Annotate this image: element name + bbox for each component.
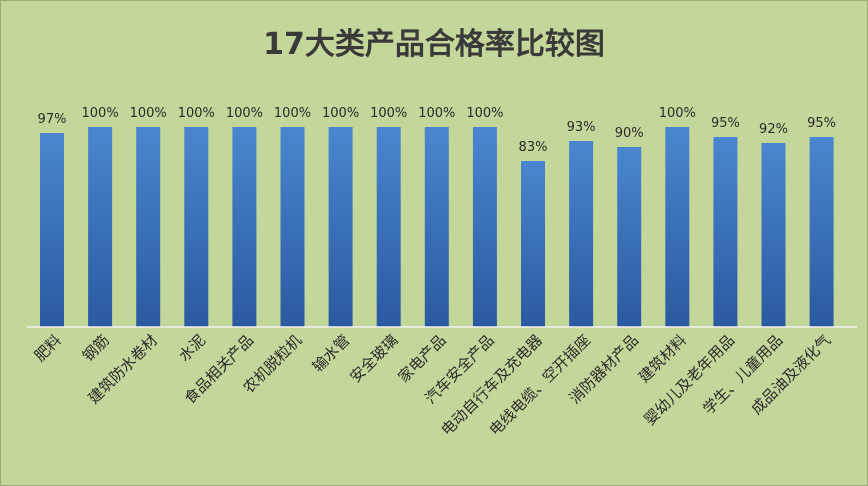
category-label-7: 安全玻璃 — [346, 331, 401, 386]
category-label-3: 水泥 — [175, 331, 209, 365]
category-label-6: 输水管 — [309, 331, 354, 376]
chart-title: 17大类产品合格率比较图 — [263, 27, 605, 62]
data-label-1: 100% — [82, 106, 119, 121]
data-label-10: 83% — [519, 140, 548, 155]
data-label-13: 100% — [659, 106, 696, 121]
data-label-9: 100% — [466, 106, 503, 121]
data-labels-group: 97% 100% 100% 100% 100% 100% 100% 100% 100% 100% 8… — [38, 106, 837, 155]
bar-7 — [376, 127, 401, 327]
bar-8 — [424, 127, 449, 327]
bar-6 — [328, 127, 353, 327]
data-label-11: 93% — [567, 120, 596, 135]
bar-5 — [280, 127, 305, 327]
data-label-0: 97% — [38, 112, 67, 127]
bar-4 — [232, 127, 257, 327]
bar-10 — [521, 161, 545, 327]
bar-13 — [665, 127, 690, 327]
data-label-3: 100% — [178, 106, 215, 121]
data-label-5: 100% — [274, 106, 311, 121]
data-label-4: 100% — [226, 106, 263, 121]
data-label-15: 92% — [759, 122, 788, 137]
bar-0 — [40, 133, 64, 327]
data-label-12: 90% — [615, 126, 644, 141]
bar-16 — [809, 137, 834, 327]
data-label-16: 95% — [807, 116, 836, 131]
bars-group — [40, 127, 834, 327]
bar-3 — [184, 127, 209, 327]
data-label-6: 100% — [322, 106, 359, 121]
data-label-8: 100% — [418, 106, 455, 121]
bar-9 — [472, 127, 497, 327]
bar-15 — [761, 143, 786, 327]
data-label-7: 100% — [370, 106, 407, 121]
data-label-14: 95% — [711, 116, 740, 131]
bar-2 — [136, 127, 161, 327]
bar-11 — [569, 141, 594, 327]
bar-1 — [88, 127, 113, 327]
category-label-1: 钢筋 — [79, 331, 113, 365]
bar-14 — [713, 137, 738, 327]
bar-12 — [617, 147, 642, 327]
category-label-0: 肥料 — [31, 331, 65, 365]
data-label-2: 100% — [130, 106, 167, 121]
